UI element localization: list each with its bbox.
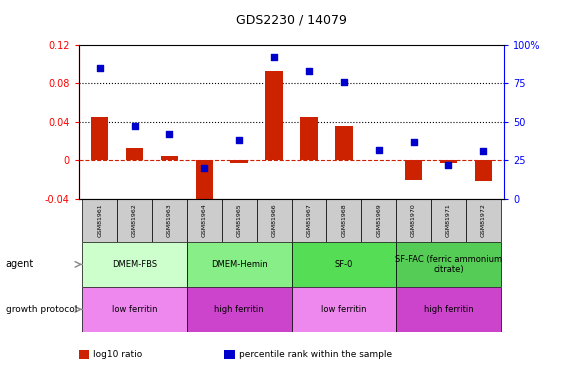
Bar: [82, 242, 187, 287]
Text: growth protocol: growth protocol: [6, 305, 77, 314]
Bar: [161, 156, 178, 160]
Bar: [396, 287, 501, 332]
Point: [130, 123, 139, 129]
Text: DMEM-FBS: DMEM-FBS: [112, 260, 157, 269]
Bar: [361, 199, 396, 242]
Bar: [292, 199, 326, 242]
Bar: [265, 71, 283, 160]
Text: GSM81969: GSM81969: [376, 203, 381, 237]
Bar: [335, 126, 353, 160]
Bar: [126, 148, 143, 160]
Point: [234, 137, 244, 143]
Bar: [475, 160, 492, 182]
Point: [304, 68, 314, 74]
Text: high ferritin: high ferritin: [424, 305, 473, 314]
Text: agent: agent: [6, 260, 34, 269]
Text: GSM81971: GSM81971: [446, 203, 451, 237]
Text: log10 ratio: log10 ratio: [93, 350, 142, 359]
Text: GSM81966: GSM81966: [272, 204, 276, 237]
Text: GSM81962: GSM81962: [132, 203, 137, 237]
Bar: [292, 242, 396, 287]
Text: GSM81964: GSM81964: [202, 203, 207, 237]
Text: low ferritin: low ferritin: [112, 305, 157, 314]
Point: [444, 162, 453, 168]
Bar: [326, 199, 361, 242]
Point: [479, 148, 488, 154]
Bar: [91, 117, 108, 160]
Text: GSM81968: GSM81968: [341, 204, 346, 237]
Text: GSM81965: GSM81965: [237, 204, 242, 237]
Text: high ferritin: high ferritin: [215, 305, 264, 314]
Bar: [292, 287, 396, 332]
Bar: [82, 287, 187, 332]
Bar: [187, 242, 292, 287]
Bar: [117, 199, 152, 242]
Point: [374, 147, 384, 153]
Bar: [187, 199, 222, 242]
Bar: [431, 199, 466, 242]
Point: [199, 165, 209, 171]
Point: [339, 79, 349, 85]
Text: percentile rank within the sample: percentile rank within the sample: [239, 350, 392, 359]
Text: low ferritin: low ferritin: [321, 305, 367, 314]
Text: SF-FAC (ferric ammonium
citrate): SF-FAC (ferric ammonium citrate): [395, 255, 502, 274]
Point: [409, 139, 418, 145]
Text: GSM81961: GSM81961: [97, 204, 102, 237]
Bar: [300, 117, 318, 160]
Bar: [222, 199, 257, 242]
Text: GDS2230 / 14079: GDS2230 / 14079: [236, 13, 347, 26]
Bar: [195, 160, 213, 213]
Bar: [405, 160, 422, 180]
Bar: [152, 199, 187, 242]
Bar: [187, 287, 292, 332]
Bar: [396, 242, 501, 287]
Text: GSM81970: GSM81970: [411, 203, 416, 237]
Point: [269, 54, 279, 60]
Bar: [82, 199, 117, 242]
Point: [95, 65, 104, 71]
Bar: [396, 199, 431, 242]
Bar: [257, 199, 292, 242]
Point: [165, 131, 174, 137]
Text: SF-0: SF-0: [335, 260, 353, 269]
Bar: [466, 199, 501, 242]
Bar: [440, 160, 457, 163]
Text: GSM81972: GSM81972: [481, 203, 486, 237]
Text: GSM81963: GSM81963: [167, 203, 172, 237]
Text: GSM81967: GSM81967: [307, 203, 311, 237]
Text: DMEM-Hemin: DMEM-Hemin: [211, 260, 268, 269]
Bar: [230, 160, 248, 163]
